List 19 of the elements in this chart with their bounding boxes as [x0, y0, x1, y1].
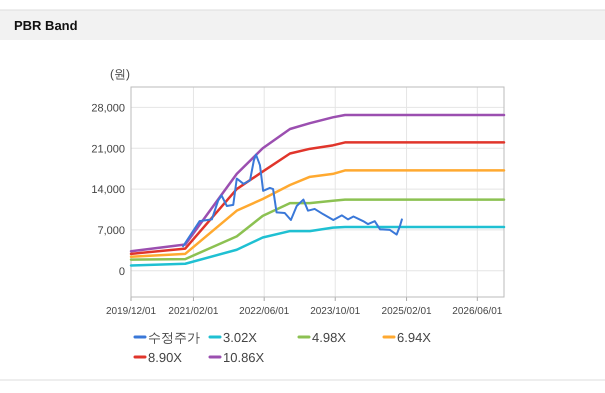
chart-title: PBR Band	[14, 18, 78, 33]
x-tick-label: 2026/06/01	[452, 306, 503, 317]
y-tick-label: 7,000	[97, 224, 125, 237]
legend-label: 3.02X	[223, 330, 258, 345]
y-tick-label: 14,000	[91, 184, 125, 196]
legend-label: 6.94X	[397, 330, 432, 345]
legend-label: 10.86X	[223, 350, 265, 365]
legend-label: 8.90X	[148, 350, 182, 365]
y-tick-label: 21,000	[91, 143, 125, 156]
x-tick-label: 2019/12/01	[106, 306, 156, 317]
y-tick-label: 28,000	[91, 102, 125, 114]
y-axis-title: (원)	[110, 67, 130, 81]
x-tick-label: 2022/06/01	[239, 306, 290, 317]
legend-label: 4.98X	[312, 330, 346, 345]
y-tick-label: 0	[118, 266, 125, 278]
x-tick-label: 2021/02/01	[168, 306, 219, 317]
x-tick-label: 2025/02/01	[382, 306, 432, 317]
legend-label: 수정주가	[148, 330, 200, 345]
x-tick-label: 2023/10/01	[310, 306, 361, 317]
